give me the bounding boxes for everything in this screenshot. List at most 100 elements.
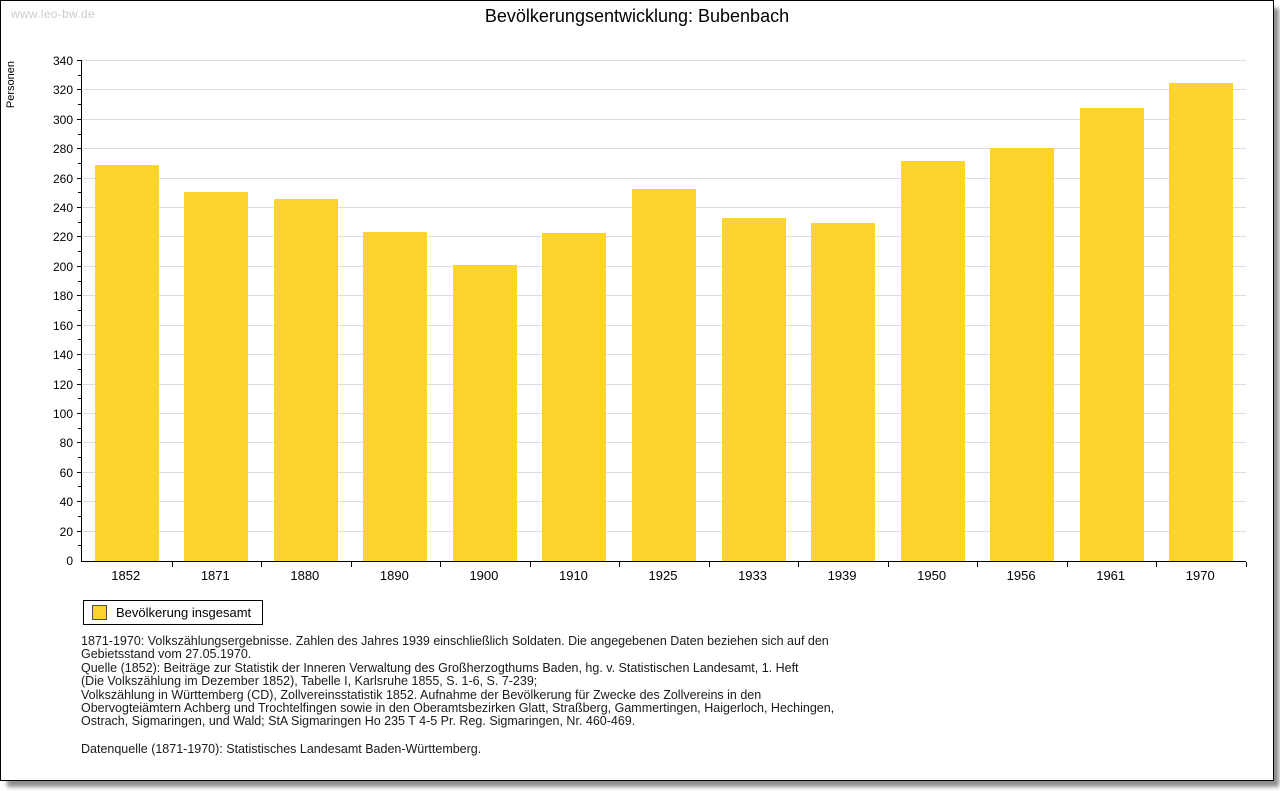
y-tick-label: 120 bbox=[52, 377, 73, 392]
legend-label: Bevölkerung insgesamt bbox=[116, 605, 252, 620]
y-axis-tick bbox=[77, 501, 82, 503]
chart-title: Bevölkerungsentwicklung: Bubenbach bbox=[484, 6, 790, 26]
x-tick-label: 1910 bbox=[558, 568, 588, 583]
y-tick-label: 140 bbox=[52, 348, 73, 363]
y-axis-tick bbox=[78, 310, 82, 311]
x-axis-tick bbox=[619, 562, 620, 567]
y-axis-tick bbox=[78, 280, 82, 282]
y-axis-tick bbox=[78, 545, 82, 547]
y-axis-tick-labels: 0 20 40 60 80 100 120 140 160 180 200 220 240 260 280 3… bbox=[1, 54, 73, 568]
x-tick-label: 1900 bbox=[469, 568, 499, 583]
bar-1890 bbox=[363, 231, 428, 561]
data-source-line: Datenquelle (1871-1970): Statistisches L… bbox=[81, 742, 482, 756]
grid-line bbox=[82, 60, 1246, 61]
grid-line bbox=[82, 148, 1246, 150]
y-axis-tick bbox=[78, 162, 82, 164]
y-axis-tick bbox=[77, 89, 82, 91]
x-tick-label: 1933 bbox=[738, 568, 767, 583]
legend-swatch bbox=[92, 605, 107, 620]
y-axis-tick bbox=[78, 368, 82, 370]
y-tick-label: 160 bbox=[52, 318, 73, 333]
note-line: (Die Volkszählung im Dezember 1852), Tab… bbox=[81, 674, 538, 689]
y-tick-label: 180 bbox=[52, 289, 73, 304]
x-tick-label: 1939 bbox=[827, 568, 857, 583]
y-tick-label: 40 bbox=[59, 495, 73, 510]
y-tick-label: 220 bbox=[52, 230, 73, 245]
y-axis-tick bbox=[77, 118, 82, 120]
bar-1880 bbox=[273, 199, 338, 561]
site-watermark: www.leo-bw.de bbox=[11, 7, 95, 21]
x-axis-tick bbox=[530, 562, 531, 567]
y-axis-tick bbox=[77, 236, 82, 238]
y-axis-tick bbox=[78, 221, 82, 223]
y-axis-tick bbox=[78, 457, 82, 459]
y-axis-tick bbox=[77, 442, 82, 444]
bar-1852 bbox=[94, 165, 159, 561]
note-line: Volkszählung in Württemberg (CD), Zollve… bbox=[81, 687, 762, 702]
y-axis-tick bbox=[77, 530, 82, 532]
grid-line bbox=[82, 118, 1246, 120]
x-axis-tick bbox=[888, 562, 889, 567]
y-tick-label: 340 bbox=[52, 54, 73, 68]
bar-1939 bbox=[811, 222, 876, 561]
y-axis-tick bbox=[77, 207, 82, 209]
x-axis-tick-labels: 1852 1871 1880 1890 1900 1910 1925 1933 1939 1950… bbox=[81, 568, 1245, 586]
bar-1933 bbox=[721, 218, 786, 561]
y-axis-tick bbox=[78, 251, 82, 253]
x-axis-tick bbox=[351, 562, 352, 567]
y-axis-tick bbox=[78, 515, 82, 517]
note-line: Ostrach, Sigmaringen, und Wald; StA Sigm… bbox=[81, 714, 636, 729]
y-axis-tick bbox=[77, 148, 82, 150]
y-axis-tick bbox=[78, 104, 82, 106]
grid-line bbox=[82, 89, 1246, 91]
x-axis-tick bbox=[1246, 562, 1247, 567]
bar-1950 bbox=[900, 161, 965, 561]
x-tick-label: 1956 bbox=[1006, 568, 1036, 583]
y-tick-label: 80 bbox=[59, 436, 73, 451]
y-axis-tick bbox=[78, 133, 82, 135]
x-tick-label: 1890 bbox=[379, 568, 409, 583]
x-axis-tick bbox=[440, 562, 441, 567]
x-axis-tick bbox=[709, 562, 710, 567]
x-axis-tick bbox=[1156, 562, 1157, 567]
y-axis-tick bbox=[77, 295, 82, 297]
y-tick-label: 20 bbox=[59, 524, 73, 539]
y-axis-tick bbox=[78, 398, 82, 400]
y-axis-tick bbox=[78, 74, 82, 76]
bar-1871 bbox=[184, 191, 249, 561]
y-tick-label: 200 bbox=[52, 259, 73, 274]
x-tick-label: 1880 bbox=[290, 568, 320, 583]
y-tick-label: 300 bbox=[52, 112, 73, 127]
bar-1910 bbox=[542, 233, 607, 561]
y-tick-label: 240 bbox=[52, 201, 73, 216]
y-axis-tick bbox=[77, 177, 82, 179]
note-line: Quelle (1852): Beiträge zur Statistik de… bbox=[81, 660, 799, 675]
y-axis-tick bbox=[77, 471, 82, 473]
y-tick-label: 0 bbox=[66, 554, 73, 568]
x-axis-tick bbox=[798, 562, 799, 567]
x-tick-label: 1925 bbox=[648, 568, 678, 583]
legend: Bevölkerung insgesamt bbox=[83, 600, 264, 625]
bar-1900 bbox=[452, 265, 517, 561]
plot-area bbox=[77, 60, 1247, 567]
y-tick-label: 60 bbox=[59, 465, 73, 480]
y-axis-tick bbox=[77, 60, 82, 61]
x-axis-tick bbox=[977, 562, 978, 567]
x-tick-label: 1970 bbox=[1185, 568, 1215, 583]
x-tick-label: 1871 bbox=[200, 568, 230, 583]
note-line: Gebietsstand vom 27.05.1970. bbox=[81, 647, 252, 662]
grid-line bbox=[82, 177, 1246, 179]
y-tick-label: 100 bbox=[52, 406, 73, 421]
bar-1925 bbox=[632, 188, 696, 561]
bar-1961 bbox=[1079, 108, 1144, 561]
y-axis-tick bbox=[77, 324, 82, 326]
y-axis-tick bbox=[78, 427, 82, 429]
y-axis-tick bbox=[77, 354, 82, 356]
bar-1970 bbox=[1169, 83, 1234, 561]
y-axis-tick bbox=[77, 412, 82, 414]
y-axis-tick bbox=[77, 383, 82, 385]
x-axis-tick bbox=[261, 562, 262, 567]
x-tick-label: 1950 bbox=[917, 568, 947, 583]
x-axis-tick bbox=[172, 562, 173, 567]
